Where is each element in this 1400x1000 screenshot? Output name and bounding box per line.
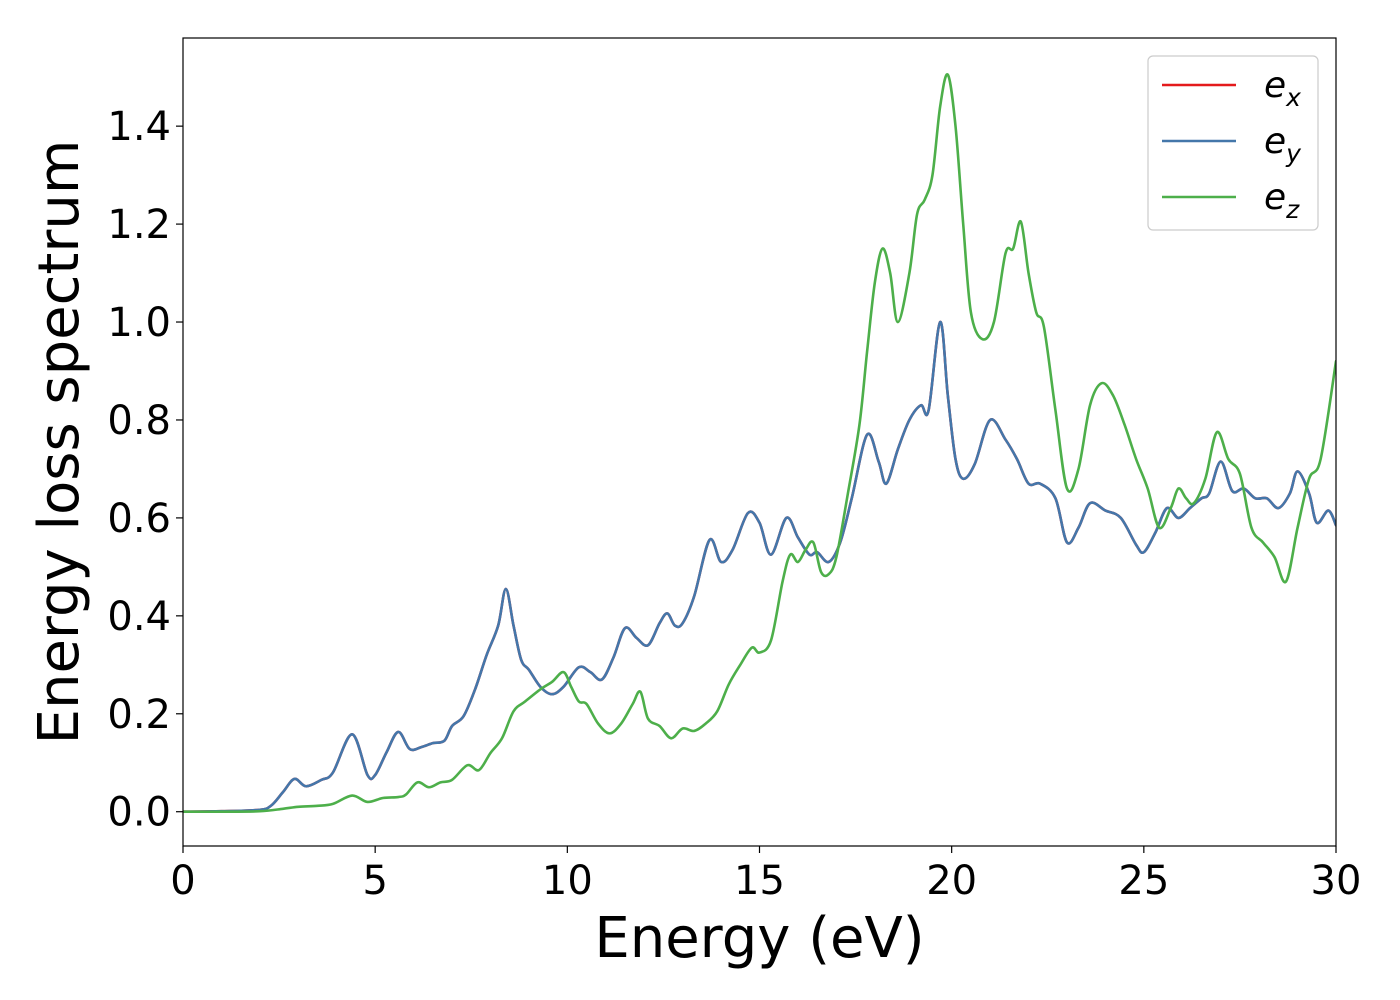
x-tick-label: 15	[734, 858, 785, 904]
x-tick-label: 0	[170, 858, 195, 904]
x-tick-label: 25	[1118, 858, 1169, 904]
y-tick-label: 1.4	[107, 104, 171, 150]
x-tick-label: 20	[926, 858, 977, 904]
y-tick-label: 0.6	[107, 496, 171, 542]
legend-label-subscript: z	[1285, 195, 1300, 224]
x-tick-label: 10	[542, 858, 593, 904]
x-axis-label: Energy (eV)	[594, 906, 924, 971]
y-tick-label: 1.2	[107, 202, 171, 248]
y-tick-label: 1.0	[107, 300, 171, 346]
x-tick-label: 30	[1311, 858, 1362, 904]
y-tick-label: 0.8	[107, 398, 171, 444]
series-line-z	[183, 73, 1336, 814]
legend-label-z: ez	[1264, 177, 1300, 224]
y-tick-label: 0.2	[107, 692, 171, 738]
legend-label-base: e	[1264, 177, 1286, 218]
plot-lines	[183, 73, 1336, 814]
legend-label-subscript: x	[1285, 83, 1301, 112]
series-line-y	[183, 320, 1336, 814]
legend-box	[1147, 55, 1319, 231]
y-axis-label: Energy loss spectrum	[27, 140, 92, 745]
y-tick-label: 0.4	[107, 594, 171, 640]
legend-label-base: e	[1264, 121, 1286, 162]
y-tick-label: 0.0	[107, 790, 171, 836]
legend-label-y: ey	[1264, 121, 1302, 168]
x-axis-ticks: 0 5 10 15 20 25 30	[170, 846, 1361, 904]
legend-label-base: e	[1264, 65, 1286, 106]
legend-label-subscript: y	[1285, 139, 1302, 168]
legend-label-x: ex	[1264, 65, 1301, 112]
x-tick-label: 5	[362, 858, 387, 904]
y-axis-ticks: 0.0 0.2 0.4 0.6 0.8 1.0 1.2 1.4	[107, 104, 183, 836]
